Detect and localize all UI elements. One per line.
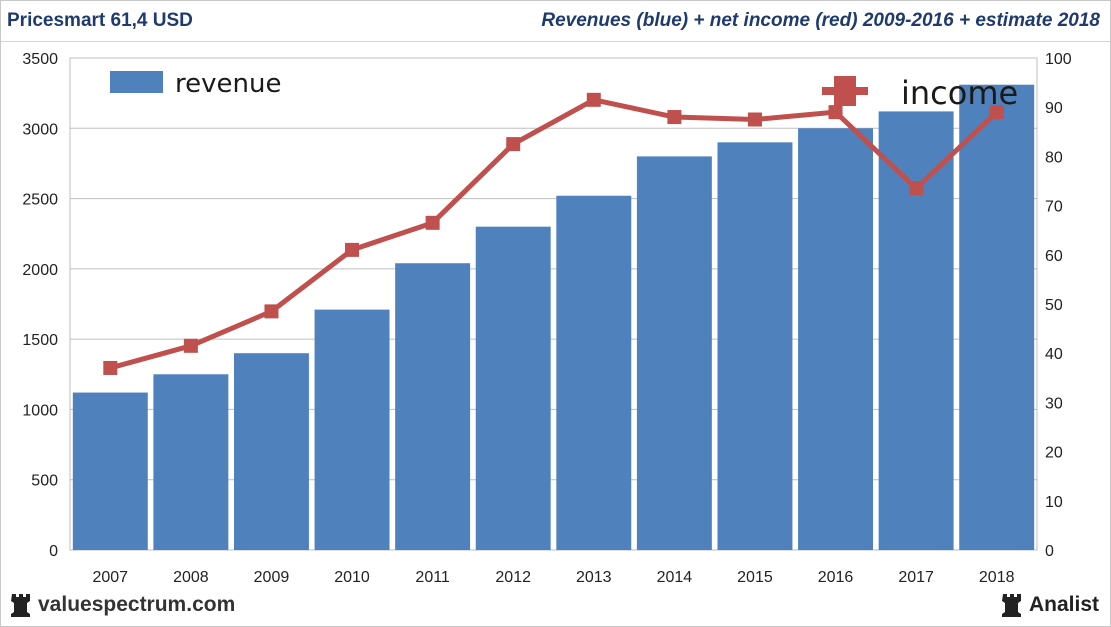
income-point [747,112,762,127]
x-tick-label: 2007 [92,569,128,586]
y-right-tick-label: 90 [1045,100,1063,117]
x-tick-label: 2011 [415,569,450,586]
revenue-bar [717,142,793,551]
x-tick-label: 2018 [979,569,1015,586]
site-name: valuespectrum.com [38,593,236,616]
y-left-tick-label: 1500 [22,332,58,349]
y-left-tick-label: 2500 [22,192,58,209]
y-left-tick-label: 3500 [22,51,58,68]
income-point [667,110,682,125]
legend-income-label: income [901,74,1018,112]
revenue-bar [556,195,632,550]
x-tick-label: 2009 [254,569,290,586]
income-point [828,105,843,120]
y-left-tick-label: 500 [31,473,58,490]
chart-subtitle: Revenues (blue) + net income (red) 2009-… [541,10,1100,31]
header-bar: Pricesmart 61,4 USD Revenues (blue) + ne… [1,1,1110,42]
y-right-tick-label: 10 [1045,494,1063,511]
x-tick-label: 2010 [334,569,370,586]
revenue-bar [475,226,551,550]
income-point [506,137,521,152]
y-left-tick-label: 2000 [22,262,58,279]
legend-revenue-swatch [110,71,163,93]
x-tick-label: 2008 [173,569,209,586]
revenue-bar [959,84,1035,551]
legend-income-marker [834,76,856,106]
y-left-tick-label: 3000 [22,121,58,138]
income-point [183,338,198,353]
y-right-tick-label: 0 [1045,543,1054,560]
x-tick-label: 2012 [495,569,531,586]
x-tick-label: 2016 [818,569,854,586]
revenue-bar [798,128,874,551]
income-point [586,92,601,107]
footer-brand: Analist [1001,592,1099,618]
income-point [909,181,924,196]
legend-revenue-label: revenue [175,69,281,99]
footer-site: valuespectrum.com [10,592,235,618]
y-left-tick-label: 0 [49,543,58,560]
income-point [264,304,279,319]
y-left-tick-label: 1000 [22,402,58,419]
revenue-bar [233,353,309,550]
revenue-bar [395,263,471,550]
income-point [345,242,360,257]
y-right-tick-label: 30 [1045,395,1063,412]
y-right-tick-label: 80 [1045,149,1063,166]
x-tick-label: 2013 [576,569,612,586]
y-right-tick-label: 60 [1045,248,1063,265]
revenue-bar [72,392,148,550]
income-line [109,97,999,371]
revenue-bar [314,309,390,550]
income-point [989,105,1004,120]
revenue-bar [153,374,229,550]
y-right-tick-label: 20 [1045,445,1063,462]
chess-rook-icon [11,594,30,617]
revenue-bar [636,156,712,550]
brand-name: Analist [1028,593,1099,616]
y-right-tick-label: 40 [1045,346,1063,363]
income-point [425,215,440,230]
x-tick-label: 2015 [737,569,773,586]
ticker-title: Pricesmart 61,4 USD [7,10,193,31]
income-point [103,360,118,375]
y-right-tick-label: 70 [1045,199,1063,216]
x-tick-label: 2014 [657,569,693,586]
x-tick-label: 2017 [898,569,934,586]
y-right-tick-label: 50 [1045,297,1063,314]
chess-rook-icon [1001,594,1021,617]
revenue-bar [878,111,954,550]
y-right-tick-label: 100 [1045,51,1072,68]
